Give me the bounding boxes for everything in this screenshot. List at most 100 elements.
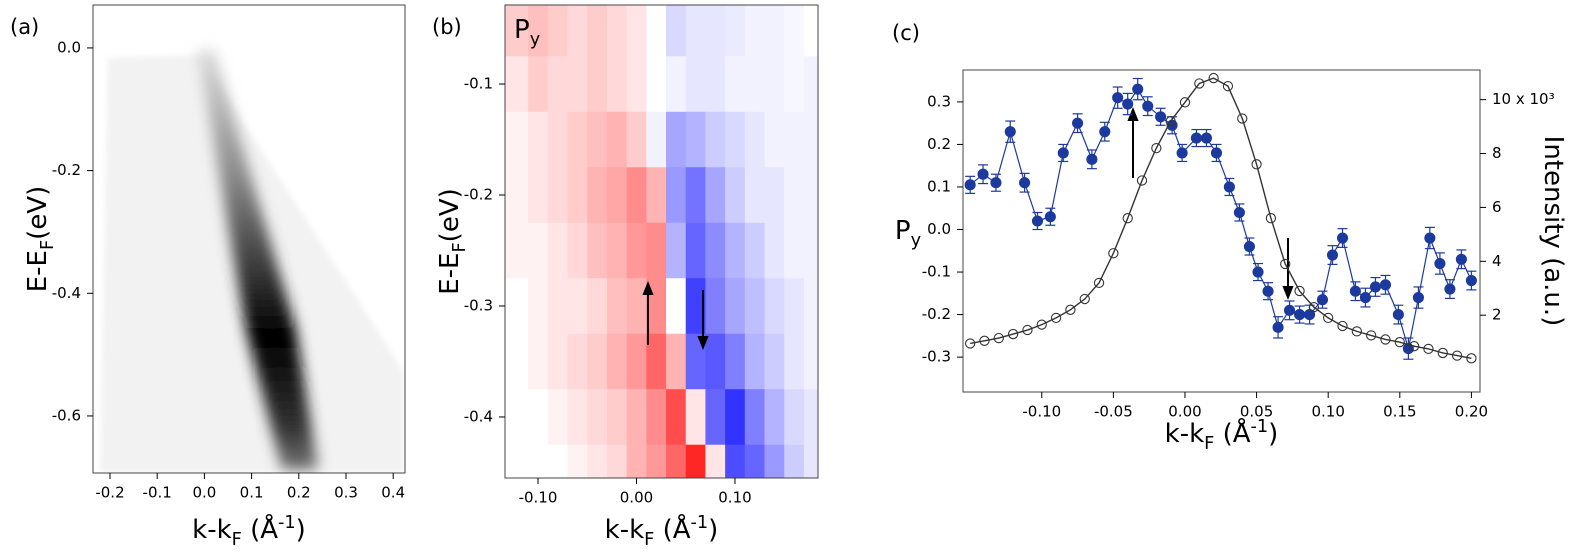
plot-frame: [504, 4, 819, 479]
heat-cell: [528, 111, 549, 168]
panel-label: (a): [10, 15, 39, 39]
y2-tick-label: 2: [1492, 306, 1502, 324]
heat-cell: [567, 444, 588, 479]
data-point: [1022, 324, 1033, 336]
data-point: [1366, 330, 1377, 341]
data-point: [1272, 321, 1284, 333]
heat-cell: [744, 222, 765, 279]
heat-cell: [705, 111, 726, 168]
data-point: [1108, 248, 1119, 259]
data-point: [1283, 304, 1296, 316]
heat-cell: [784, 222, 805, 279]
data-point: [1337, 320, 1348, 332]
heat-cell: [606, 389, 628, 446]
data-point: [1379, 279, 1392, 291]
heat-cell: [528, 444, 549, 479]
heat-cell: [764, 222, 785, 279]
heat-cell: [764, 278, 785, 335]
heat-cell: [705, 278, 726, 335]
x-tick-label: 0.10: [718, 489, 751, 507]
panel-label: (c): [892, 21, 920, 45]
heat-cell: [567, 333, 588, 390]
data-point: [1176, 147, 1188, 159]
heat-cell: [705, 389, 726, 446]
data-point: [1437, 347, 1448, 359]
heat-cell: [685, 111, 706, 168]
y-axis-label-part: (eV): [435, 188, 465, 242]
heat-cell: [803, 167, 819, 224]
heat-cell: [587, 444, 608, 479]
heat-cell: [705, 444, 726, 479]
heat-cell: [803, 111, 819, 168]
data-point: [1394, 337, 1405, 348]
data-point: [977, 168, 989, 180]
heat-cell: [606, 278, 628, 335]
data-point: [1408, 341, 1420, 352]
y-tick-label: -0.3: [464, 296, 493, 314]
heat-cell: [626, 278, 647, 335]
heat-cell: [567, 389, 588, 446]
heat-cell: [803, 222, 819, 279]
y2-axis-label: Intensity (a.u.): [1538, 136, 1568, 327]
x-tick-label: 0.20: [1455, 403, 1488, 421]
x-tick-label: -0.10: [519, 489, 558, 507]
heat-cell: [646, 222, 667, 279]
heat-cell: [528, 333, 549, 390]
heat-cell: [725, 444, 746, 479]
data-point: [1122, 213, 1133, 224]
data-point: [1151, 142, 1162, 154]
heat-cell: [606, 5, 628, 57]
heat-cell: [528, 222, 549, 279]
data-point: [1444, 283, 1456, 295]
heat-cell: [744, 333, 765, 390]
heat-cell: [725, 5, 746, 57]
data-point: [1036, 319, 1047, 330]
x-axis-label-part: k-k: [192, 515, 232, 545]
heat-cell: [505, 111, 529, 168]
data-point: [1132, 83, 1144, 95]
data-point: [1466, 353, 1477, 364]
x-tick-label: 0.00: [620, 489, 653, 507]
heat-cell: [705, 5, 726, 57]
data-point: [1210, 147, 1223, 159]
data-point: [1031, 215, 1044, 227]
data-point: [1072, 117, 1084, 129]
y-tick-label: -0.1: [922, 263, 951, 281]
data-point: [1351, 326, 1362, 337]
data-point: [1265, 213, 1277, 224]
heat-cell: [606, 167, 628, 224]
heat-cell: [803, 444, 819, 479]
heat-cell: [567, 222, 588, 279]
heat-cell: [803, 56, 819, 113]
heat-cell: [606, 222, 628, 279]
heat-cell: [764, 111, 785, 168]
data-point: [1099, 126, 1111, 138]
data-point: [1057, 147, 1069, 159]
heat-cell: [666, 222, 687, 279]
data-point: [1336, 232, 1349, 244]
heat-cell: [547, 278, 568, 335]
plot-frame: [962, 69, 1481, 393]
data-point: [1093, 277, 1105, 289]
y-tick-label: -0.2: [464, 185, 493, 203]
data-point: [1136, 175, 1148, 186]
data-point: [1237, 113, 1248, 124]
y-tick-label: 0.0: [57, 38, 81, 56]
heat-cell: [666, 278, 687, 335]
data-point: [1326, 249, 1339, 261]
heat-cell: [626, 222, 647, 279]
heat-cell: [505, 389, 529, 446]
x-tick-label: 0.2: [287, 484, 311, 502]
data-point: [1004, 126, 1016, 138]
data-point: [1252, 266, 1264, 278]
x-axis-label: k-kF (Å-1): [192, 513, 306, 550]
heat-cell: [547, 5, 568, 57]
heat-cell: [606, 111, 628, 168]
heat-cell: [587, 167, 608, 224]
heat-cell: [666, 333, 687, 390]
inset-label: Py: [514, 15, 540, 50]
heat-cell: [547, 333, 568, 390]
heat-cell: [626, 111, 647, 168]
heat-cell: [547, 111, 568, 168]
heat-cell: [784, 5, 805, 57]
